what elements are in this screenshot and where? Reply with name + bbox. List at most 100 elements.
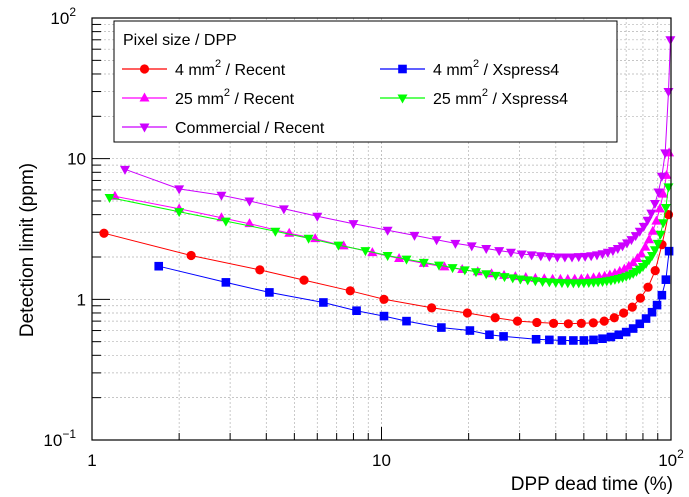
axis-ticks	[91, 23, 659, 441]
data-point	[270, 227, 281, 237]
data-point	[437, 323, 446, 332]
data-point	[507, 274, 518, 284]
legend-label: 4 mm2 / Xspress4	[433, 58, 559, 79]
data-point	[640, 241, 651, 251]
legend-label: 4 mm2 / Recent	[175, 58, 286, 79]
data-point	[660, 203, 671, 213]
data-point	[621, 327, 631, 337]
data-point	[652, 239, 663, 249]
x-tick-label: 102	[658, 447, 684, 470]
data-point	[559, 253, 570, 263]
data-point	[642, 216, 653, 226]
legend-marker	[139, 92, 150, 102]
data-point	[434, 261, 445, 271]
data-point	[586, 252, 597, 262]
legend: Pixel size / DPP 4 mm2 / Recent 25 mm2 / …	[113, 20, 618, 143]
legend-title: Pixel size / DPP	[123, 32, 237, 49]
data-point	[579, 336, 589, 345]
data-point	[589, 335, 598, 345]
data-point	[418, 258, 429, 268]
data-point	[530, 277, 541, 287]
data-point	[99, 228, 109, 238]
data-point	[656, 172, 667, 182]
series-4	[104, 183, 674, 289]
data-point	[569, 336, 578, 345]
data-point	[265, 288, 274, 297]
legend-marker	[139, 64, 150, 74]
legend-entry: 4 mm2 / Recent	[122, 58, 286, 79]
data-point	[636, 248, 647, 258]
data-point	[628, 324, 638, 333]
data-point	[481, 244, 492, 254]
data-point	[532, 317, 542, 328]
data-point	[647, 307, 657, 317]
data-point	[382, 226, 393, 236]
data-point	[563, 319, 573, 329]
data-point	[606, 332, 616, 342]
data-point	[646, 209, 657, 219]
data-point	[447, 264, 458, 274]
data-point	[409, 231, 420, 241]
data-point	[382, 251, 393, 261]
legend-entry: 25 mm2 / Xspress4	[380, 87, 568, 108]
data-point	[174, 208, 185, 218]
data-point	[588, 318, 598, 328]
data-point	[580, 252, 591, 262]
data-point	[657, 290, 667, 300]
data-point	[299, 275, 309, 285]
data-point	[609, 313, 619, 323]
x-tick-label: 10	[372, 451, 391, 470]
data-point	[630, 232, 641, 242]
data-point	[174, 185, 185, 195]
data-point	[154, 261, 164, 271]
y-tick-label: 10	[67, 150, 86, 169]
data-point	[216, 191, 227, 201]
data-point	[664, 246, 674, 256]
y-axis-label: Detection limit (ppm)	[17, 163, 38, 337]
data-point	[545, 335, 554, 345]
data-point	[614, 330, 624, 340]
data-point	[427, 303, 437, 313]
data-point	[516, 250, 527, 260]
data-point	[401, 255, 412, 265]
data-point	[535, 252, 546, 262]
data-point	[652, 300, 662, 310]
data-point	[644, 234, 655, 244]
data-point	[537, 277, 548, 287]
data-point	[450, 239, 461, 249]
data-point	[333, 241, 344, 251]
data-point	[319, 298, 328, 307]
data-point	[650, 266, 660, 276]
data-point	[485, 330, 494, 340]
data-point	[465, 326, 475, 335]
legend-box	[113, 20, 618, 143]
data-point	[104, 193, 115, 203]
series-3	[154, 246, 674, 345]
data-point	[649, 246, 660, 256]
x-axis-label: DPP dead time (%)	[511, 474, 673, 495]
legend-entries: 4 mm2 / Recent 25 mm2 / Recent Commercial …	[122, 58, 568, 137]
series-layer	[99, 36, 676, 345]
data-point	[651, 215, 662, 225]
data-point	[220, 217, 231, 227]
data-point	[573, 253, 584, 263]
legend-entry: Commercial / Recent	[122, 120, 325, 137]
data-point	[548, 318, 559, 328]
legend-marker	[398, 64, 407, 74]
data-point	[490, 313, 500, 323]
data-point	[632, 253, 643, 263]
data-point	[512, 316, 523, 326]
data-point	[557, 336, 567, 345]
data-point	[576, 318, 586, 328]
data-point	[470, 268, 481, 278]
data-point	[505, 248, 516, 258]
data-point	[352, 306, 361, 316]
data-point	[634, 227, 645, 237]
series-2	[119, 36, 676, 263]
data-point	[367, 247, 378, 257]
y-tick-label: 102	[50, 5, 76, 28]
tick-labels: 1 10 102 10−1 1 10 102	[43, 5, 684, 470]
data-point	[499, 332, 508, 341]
data-point	[379, 294, 389, 304]
